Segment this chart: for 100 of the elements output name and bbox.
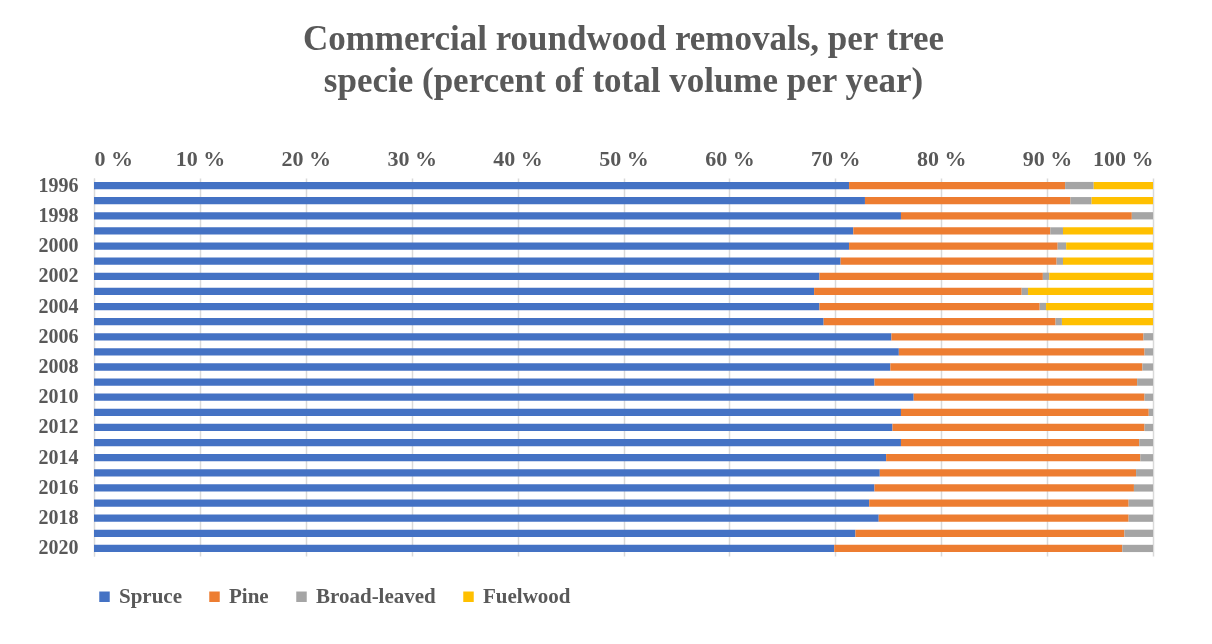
y-tick-label: 2020: [38, 536, 79, 559]
legend-label: Fuelwood: [483, 583, 571, 608]
x-tick-label: 80 %: [916, 145, 967, 171]
bar: [94, 227, 854, 235]
y-tick-label: 2008: [38, 355, 79, 377]
bar: [898, 348, 1145, 356]
bar: [94, 333, 892, 341]
bar: [1143, 333, 1153, 341]
bar: [1137, 378, 1153, 386]
x-tick-label: 90 %: [1022, 145, 1073, 171]
legend-label: Spruce: [119, 583, 182, 608]
bar: [1057, 242, 1067, 250]
y-tick-label: 2014: [38, 445, 79, 468]
bar: [1136, 469, 1153, 477]
bar: [891, 333, 1144, 341]
x-tick-label: 10 %: [175, 145, 226, 171]
bar: [94, 197, 865, 205]
y-tick-label: 2002: [38, 264, 79, 287]
bar: [853, 227, 1051, 235]
bar: [849, 242, 1058, 250]
y-tick-label: 1996: [38, 173, 79, 196]
bar: [1091, 197, 1153, 205]
legend-label: Broad-leaved: [316, 583, 437, 608]
bar: [94, 499, 870, 507]
bar: [1131, 212, 1153, 220]
y-tick-label: 2018: [38, 506, 79, 529]
bar: [1093, 181, 1153, 190]
bar: [94, 438, 901, 447]
bar: [1066, 242, 1153, 250]
bar: [1028, 287, 1153, 296]
y-tick-label: 2006: [38, 324, 79, 347]
bar: [1042, 272, 1050, 280]
bar: [874, 484, 1134, 492]
bar: [1142, 363, 1153, 371]
bar: [94, 181, 850, 190]
bar: [1055, 318, 1062, 326]
bar: [94, 454, 887, 462]
bar: [94, 212, 901, 220]
bar: [1021, 287, 1029, 296]
bar: [94, 318, 824, 326]
bar: [1122, 544, 1153, 553]
bar: [94, 423, 893, 432]
bar: [94, 348, 899, 356]
bar: [1148, 408, 1153, 416]
bar: [1128, 499, 1153, 507]
bar: [94, 529, 856, 537]
x-tick-label: 40 %: [493, 145, 543, 171]
bar: [1124, 529, 1153, 537]
bar: [913, 393, 1145, 401]
bar: [1140, 454, 1153, 462]
bar: [1061, 318, 1153, 326]
bar: [94, 393, 914, 401]
bar: [1139, 438, 1153, 447]
bar: [1039, 302, 1047, 311]
y-tick-label: 2012: [38, 415, 79, 438]
bar: [823, 318, 1056, 326]
bar: [94, 469, 880, 477]
bar: [94, 242, 850, 250]
legend-label: Pine: [229, 583, 269, 608]
x-tick-label: 60 %: [705, 145, 755, 171]
x-tick-label: 100 %: [1093, 145, 1154, 171]
bar: [1070, 197, 1092, 205]
bar: [1133, 484, 1153, 492]
bar: [94, 257, 841, 265]
bar: [886, 454, 1141, 462]
bar: [849, 181, 1066, 190]
bar: [900, 212, 1132, 220]
bar: [1046, 302, 1153, 311]
bar: [1065, 181, 1094, 190]
y-tick-label: 1998: [38, 203, 79, 226]
bar: [892, 423, 1145, 432]
bar: [840, 257, 1057, 265]
bar: [1144, 348, 1153, 356]
x-tick-label: 0 %: [94, 145, 133, 171]
y-tick-label: 2010: [38, 385, 79, 408]
x-tick-label: 70 %: [811, 145, 861, 171]
x-tick-label: 30 %: [387, 145, 437, 171]
bar: [94, 287, 815, 296]
bar: [900, 438, 1140, 447]
chart-title: Commercial roundwood removals, per tree specie (percent of total volume per year): [302, 19, 945, 100]
y-tick-label: 2000: [38, 234, 79, 257]
y-tick-label: 2004: [38, 294, 79, 317]
bar: [1128, 514, 1153, 522]
bar: [878, 514, 1129, 522]
bar: [1062, 227, 1153, 235]
bar: [900, 408, 1149, 416]
bar: [94, 302, 820, 311]
bar: [869, 499, 1129, 507]
bar: [874, 378, 1138, 386]
bar: [879, 469, 1137, 477]
y-tick-label: 2016: [38, 475, 79, 498]
bar: [94, 363, 891, 371]
bar: [94, 408, 901, 416]
x-tick-label: 50 %: [599, 145, 649, 171]
bar: [94, 378, 875, 386]
bar: [819, 272, 1043, 280]
bar: [94, 484, 875, 492]
bar: [94, 514, 879, 522]
bar: [819, 302, 1040, 311]
x-tick-label: 20 %: [281, 145, 332, 171]
